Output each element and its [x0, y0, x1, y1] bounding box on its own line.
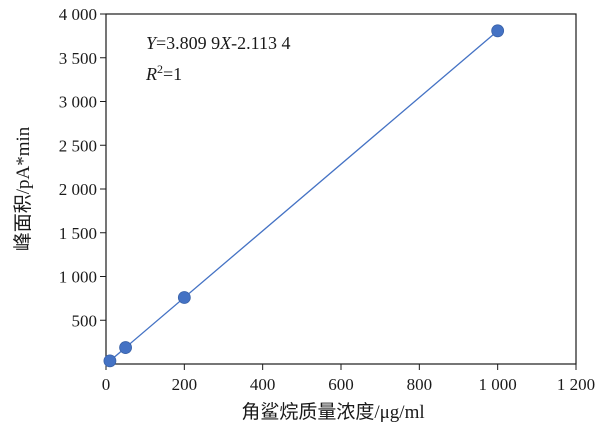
x-tick-label: 0 — [102, 375, 111, 394]
y-tick-label: 4 000 — [59, 5, 97, 24]
y-tick-label: 3 000 — [59, 93, 97, 112]
x-tick-label: 200 — [172, 375, 198, 394]
x-tick-label: 600 — [328, 375, 354, 394]
data-points — [103, 24, 505, 368]
y-tick-label: 1 500 — [59, 224, 97, 243]
x-tick-label: 1 000 — [479, 375, 517, 394]
trendline — [109, 30, 499, 362]
y-tick-label: 2 500 — [59, 136, 97, 155]
y-tick-label: 2 000 — [59, 180, 97, 199]
equation-x-var: X — [219, 33, 232, 53]
r2-superscript: 2 — [157, 62, 163, 76]
y-axis-title: 峰面积/pA*min — [12, 126, 34, 251]
r2-var: R — [145, 64, 157, 84]
equation-part1: =3.809 9 — [156, 33, 220, 53]
equation-part2: -2.113 4 — [231, 33, 290, 53]
y-tick-label: 1 000 — [59, 268, 97, 287]
data-point — [491, 24, 505, 38]
y-axis-ticks: 500 1 000 1 500 2 000 2 500 3 000 3 500 4 000 — [59, 5, 106, 330]
r2-value: =1 — [163, 64, 182, 84]
equation-y-var: Y — [146, 33, 158, 53]
x-tick-label: 400 — [250, 375, 276, 394]
x-tick-label: 1 200 — [557, 375, 595, 394]
data-point — [177, 291, 191, 304]
x-axis-ticks: 0 200 400 600 800 1 000 1 200 — [102, 364, 595, 394]
trendline-group — [109, 30, 499, 362]
x-axis-title: 角鲨烷质量浓度/μg/ml — [241, 401, 424, 423]
data-point — [119, 341, 132, 354]
regression-equation: Y=3.809 9X-2.113 4 — [146, 33, 291, 53]
r-squared: R2=1 — [145, 62, 182, 84]
y-tick-label: 3 500 — [59, 49, 97, 68]
data-point — [103, 354, 117, 368]
y-tick-label: 500 — [72, 311, 98, 330]
x-tick-label: 800 — [407, 375, 433, 394]
